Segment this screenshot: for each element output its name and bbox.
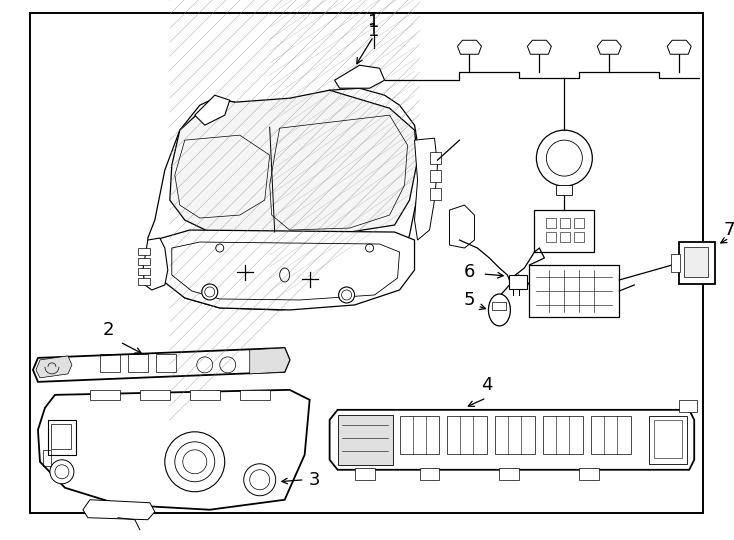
Bar — [509, 275, 528, 289]
Polygon shape — [170, 90, 418, 238]
Circle shape — [338, 287, 355, 303]
Circle shape — [202, 284, 218, 300]
Bar — [100, 354, 120, 372]
Text: 1: 1 — [368, 22, 379, 40]
Bar — [546, 232, 556, 242]
Bar — [574, 218, 584, 228]
Bar — [51, 424, 71, 449]
Bar — [650, 416, 687, 464]
Bar — [338, 415, 393, 465]
Polygon shape — [83, 500, 155, 519]
Polygon shape — [33, 348, 290, 382]
Text: 1: 1 — [368, 14, 379, 31]
Bar — [399, 416, 440, 454]
Bar — [556, 185, 573, 195]
Bar — [654, 420, 682, 458]
Polygon shape — [195, 95, 230, 125]
Polygon shape — [143, 238, 168, 290]
Bar — [579, 468, 600, 480]
Bar — [90, 390, 120, 400]
Bar — [684, 247, 708, 277]
Bar — [592, 416, 631, 454]
Text: 3: 3 — [309, 471, 321, 489]
Circle shape — [537, 130, 592, 186]
Bar — [140, 390, 170, 400]
Bar — [138, 268, 150, 275]
Bar — [529, 265, 619, 317]
Text: 6: 6 — [464, 263, 475, 281]
Bar — [355, 468, 374, 480]
Bar — [429, 170, 441, 182]
Bar — [240, 390, 269, 400]
Bar — [128, 354, 148, 372]
Circle shape — [546, 140, 582, 176]
Bar — [543, 416, 584, 454]
Ellipse shape — [488, 294, 510, 326]
Bar — [138, 248, 150, 255]
Bar — [48, 420, 76, 455]
Bar — [493, 302, 506, 310]
Polygon shape — [667, 40, 691, 54]
Bar — [138, 258, 150, 265]
Polygon shape — [457, 40, 482, 54]
Polygon shape — [36, 356, 72, 378]
Bar — [429, 188, 441, 200]
Bar — [156, 354, 176, 372]
Bar — [495, 416, 535, 454]
Bar — [420, 468, 440, 480]
Bar — [190, 390, 219, 400]
Bar — [499, 468, 520, 480]
Polygon shape — [330, 410, 694, 470]
Text: 7: 7 — [724, 221, 734, 239]
Polygon shape — [335, 65, 385, 88]
Polygon shape — [250, 348, 290, 374]
Bar — [448, 416, 487, 454]
Bar — [679, 400, 697, 412]
Text: 4: 4 — [481, 376, 493, 394]
Circle shape — [244, 464, 276, 496]
Polygon shape — [449, 205, 474, 248]
Bar — [560, 232, 570, 242]
Bar — [574, 232, 584, 242]
Polygon shape — [597, 40, 621, 54]
Bar — [138, 278, 150, 285]
Bar — [429, 152, 441, 164]
Text: 5: 5 — [464, 291, 475, 309]
Polygon shape — [415, 138, 437, 240]
Polygon shape — [528, 40, 551, 54]
Text: 2: 2 — [102, 321, 114, 339]
Bar — [546, 218, 556, 228]
Bar — [671, 254, 680, 272]
Polygon shape — [150, 230, 415, 310]
Polygon shape — [148, 88, 420, 310]
Bar — [679, 242, 715, 284]
Bar — [534, 210, 595, 252]
Polygon shape — [38, 390, 310, 510]
Circle shape — [50, 460, 74, 484]
Bar — [43, 450, 51, 466]
Circle shape — [165, 432, 225, 492]
Bar — [560, 218, 570, 228]
